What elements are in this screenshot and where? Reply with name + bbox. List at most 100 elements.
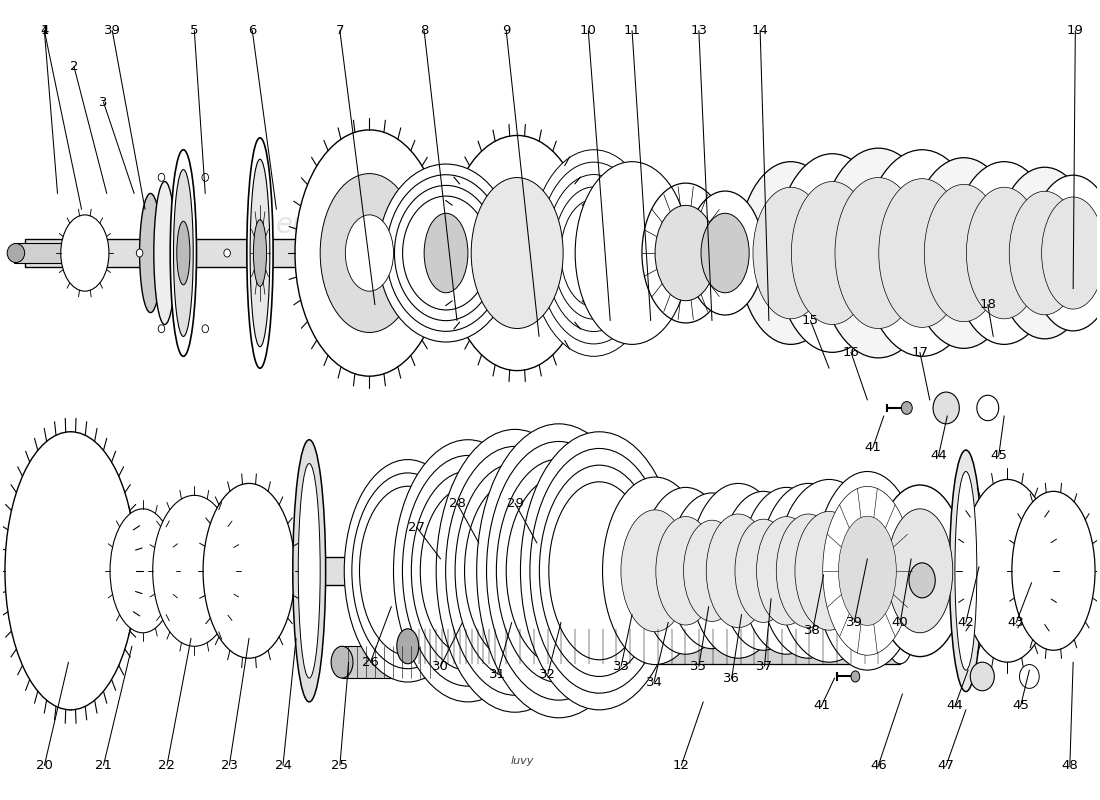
Ellipse shape [961, 479, 1054, 662]
Ellipse shape [620, 510, 690, 632]
Ellipse shape [246, 138, 273, 368]
Ellipse shape [464, 480, 565, 662]
Ellipse shape [1012, 491, 1094, 650]
Bar [408, 629, 900, 664]
Ellipse shape [777, 514, 840, 628]
Ellipse shape [640, 487, 732, 654]
Text: 10: 10 [580, 24, 596, 37]
Ellipse shape [378, 164, 514, 342]
Ellipse shape [253, 220, 266, 286]
Text: 39: 39 [103, 24, 121, 37]
Text: 46: 46 [870, 759, 887, 772]
Ellipse shape [851, 671, 860, 682]
Ellipse shape [656, 206, 716, 301]
Ellipse shape [177, 222, 190, 285]
Text: 15: 15 [802, 314, 820, 327]
Ellipse shape [471, 178, 563, 329]
Ellipse shape [977, 395, 999, 421]
Ellipse shape [496, 459, 622, 682]
Ellipse shape [874, 485, 966, 657]
Text: 22: 22 [158, 759, 175, 772]
Text: 44: 44 [947, 699, 964, 712]
Ellipse shape [6, 432, 136, 710]
Ellipse shape [668, 493, 756, 649]
Ellipse shape [689, 483, 788, 658]
Ellipse shape [158, 325, 165, 333]
Text: 7: 7 [336, 24, 344, 37]
Ellipse shape [170, 150, 197, 356]
Bar [342, 646, 441, 678]
Text: 12: 12 [673, 759, 690, 772]
Text: 4: 4 [41, 24, 48, 37]
Text: 30: 30 [432, 660, 449, 673]
Ellipse shape [838, 516, 896, 626]
Ellipse shape [683, 520, 740, 622]
Ellipse shape [603, 477, 707, 665]
Ellipse shape [455, 463, 575, 678]
Ellipse shape [395, 186, 497, 321]
Text: 27: 27 [408, 521, 425, 534]
Ellipse shape [174, 170, 194, 337]
Ellipse shape [476, 424, 641, 718]
Text: 40: 40 [892, 616, 909, 629]
Ellipse shape [403, 196, 490, 310]
Ellipse shape [520, 432, 678, 710]
Ellipse shape [360, 486, 456, 655]
Ellipse shape [425, 214, 468, 293]
Text: 41: 41 [813, 699, 829, 712]
Text: 2: 2 [69, 60, 78, 73]
Ellipse shape [735, 519, 792, 622]
Text: 11: 11 [624, 24, 640, 37]
Bar [13, 243, 74, 262]
Text: 37: 37 [756, 660, 773, 673]
Ellipse shape [420, 487, 516, 654]
Ellipse shape [706, 514, 770, 628]
Ellipse shape [701, 214, 749, 293]
Ellipse shape [835, 178, 922, 329]
Text: 29: 29 [506, 497, 524, 510]
Ellipse shape [1042, 197, 1100, 309]
Text: 21: 21 [95, 759, 112, 772]
Ellipse shape [815, 471, 920, 670]
Text: 18: 18 [979, 298, 997, 311]
Text: 34: 34 [646, 675, 662, 689]
Text: 25: 25 [331, 759, 349, 772]
Ellipse shape [403, 455, 534, 686]
Ellipse shape [250, 159, 270, 346]
Ellipse shape [955, 471, 977, 670]
Ellipse shape [933, 392, 959, 424]
Ellipse shape [1030, 175, 1100, 331]
Ellipse shape [879, 178, 966, 327]
Bar [24, 238, 1065, 267]
Ellipse shape [437, 430, 594, 712]
Text: luvy: luvy [512, 757, 535, 766]
Ellipse shape [158, 174, 165, 182]
Ellipse shape [795, 511, 864, 630]
Text: 14: 14 [751, 24, 769, 37]
Text: 28: 28 [449, 497, 465, 510]
Bar [24, 557, 1065, 585]
Ellipse shape [546, 174, 642, 331]
Ellipse shape [901, 402, 912, 414]
Ellipse shape [889, 629, 911, 664]
Ellipse shape [538, 162, 650, 344]
Ellipse shape [776, 154, 889, 352]
Ellipse shape [320, 174, 419, 333]
Ellipse shape [818, 148, 938, 358]
Text: 32: 32 [539, 667, 557, 681]
Ellipse shape [136, 249, 143, 257]
Text: 24: 24 [275, 759, 292, 772]
Text: 45: 45 [990, 449, 1008, 462]
Ellipse shape [561, 199, 627, 306]
Ellipse shape [738, 162, 844, 344]
Ellipse shape [862, 150, 982, 356]
Ellipse shape [386, 174, 506, 331]
Text: 38: 38 [804, 624, 821, 637]
Ellipse shape [344, 459, 471, 682]
Ellipse shape [397, 629, 419, 664]
Ellipse shape [952, 162, 1057, 344]
Ellipse shape [293, 440, 326, 702]
Text: 16: 16 [843, 346, 859, 359]
Ellipse shape [204, 483, 295, 658]
Ellipse shape [154, 182, 176, 325]
